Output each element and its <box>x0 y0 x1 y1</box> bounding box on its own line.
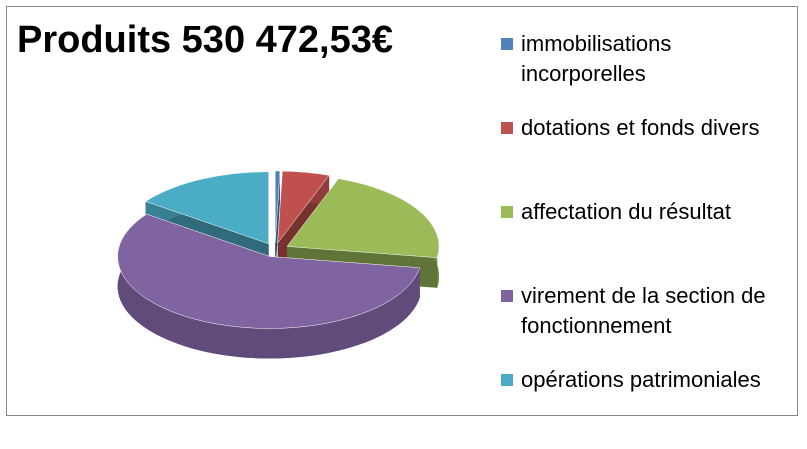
slice <box>274 170 281 244</box>
legend-label: dotations et fonds divers <box>521 115 760 140</box>
legend-swatch <box>501 374 513 386</box>
chart-frame: Produits 530 472,53€ immobilisations inc… <box>6 6 798 416</box>
legend-label: opérations patrimoniales <box>521 367 761 392</box>
slice <box>145 171 269 245</box>
pie-area <box>117 170 440 359</box>
slice-tops <box>117 170 440 329</box>
chart-title: Produits 530 472,53€ <box>17 19 393 61</box>
legend-swatch <box>501 290 513 302</box>
slice <box>286 178 440 258</box>
legend-label: immobilisations incorporelles <box>521 31 672 86</box>
legend-label: affectation du résultat <box>521 199 731 224</box>
legend-item: opérations patrimoniales <box>497 365 797 449</box>
slice-rim <box>117 214 420 359</box>
slice <box>117 213 421 329</box>
legend-item: affectation du résultat <box>497 197 797 281</box>
legend-swatch <box>501 206 513 218</box>
legend-label: virement de la section de fonctionnement <box>521 283 766 338</box>
legend-item: immobilisations incorporelles <box>497 29 797 113</box>
slice <box>277 170 330 244</box>
legend: immobilisations incorporelles dotations e… <box>497 29 797 449</box>
legend-item: virement de la section de fonctionnement <box>497 281 797 365</box>
legend-item: dotations et fonds divers <box>497 113 797 197</box>
legend-swatch <box>501 38 513 50</box>
legend-swatch <box>501 122 513 134</box>
